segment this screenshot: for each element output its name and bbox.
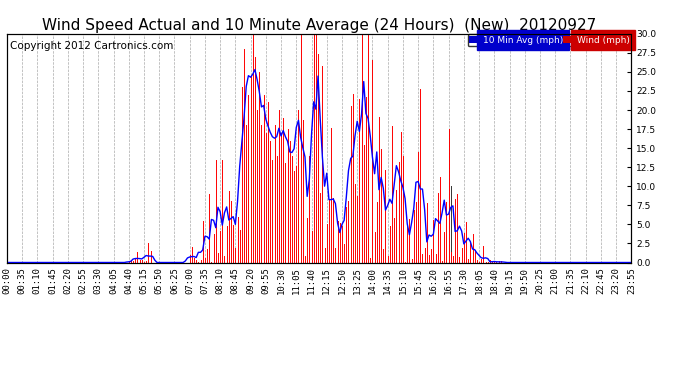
Text: Copyright 2012 Cartronics.com: Copyright 2012 Cartronics.com (10, 40, 173, 51)
Legend: 10 Min Avg (mph), Wind (mph): 10 Min Avg (mph), Wind (mph) (468, 34, 631, 46)
Title: Wind Speed Actual and 10 Minute Average (24 Hours)  (New)  20120927: Wind Speed Actual and 10 Minute Average … (42, 18, 596, 33)
